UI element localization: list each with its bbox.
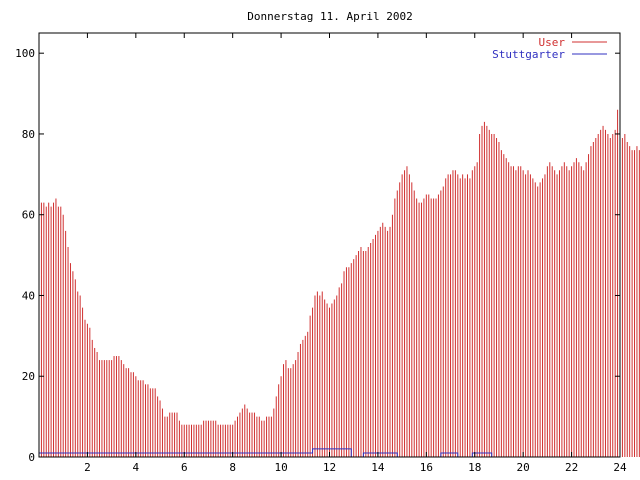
y-tick-label: 20 (22, 370, 35, 383)
y-tick-label: 60 (22, 209, 35, 222)
chart-title: Donnerstag 11. April 2002 (247, 10, 413, 23)
x-tick-label: 14 (371, 461, 385, 474)
user-bars (40, 109, 640, 457)
y-axis: 0 20 40 60 80 100 (15, 47, 620, 464)
x-axis: 2 4 6 8 10 12 14 16 18 20 22 24 (84, 33, 627, 474)
x-tick-label: 22 (565, 461, 578, 474)
legend-label-user: User (539, 36, 566, 49)
x-tick-label: 4 (133, 461, 140, 474)
y-tick-label: 40 (22, 289, 35, 302)
x-tick-label: 8 (229, 461, 236, 474)
legend: User Stuttgarter (492, 36, 607, 61)
y-tick-label: 100 (15, 47, 35, 60)
x-tick-label: 18 (468, 461, 481, 474)
x-tick-label: 24 (613, 461, 627, 474)
x-tick-label: 12 (323, 461, 336, 474)
x-tick-label: 6 (181, 461, 188, 474)
x-tick-label: 10 (274, 461, 287, 474)
legend-label-stuttgarter: Stuttgarter (492, 48, 565, 61)
x-tick-label: 2 (84, 461, 91, 474)
x-tick-label: 16 (420, 461, 433, 474)
x-tick-label: 20 (517, 461, 530, 474)
y-tick-label: 80 (22, 128, 35, 141)
y-tick-label: 0 (28, 451, 35, 464)
